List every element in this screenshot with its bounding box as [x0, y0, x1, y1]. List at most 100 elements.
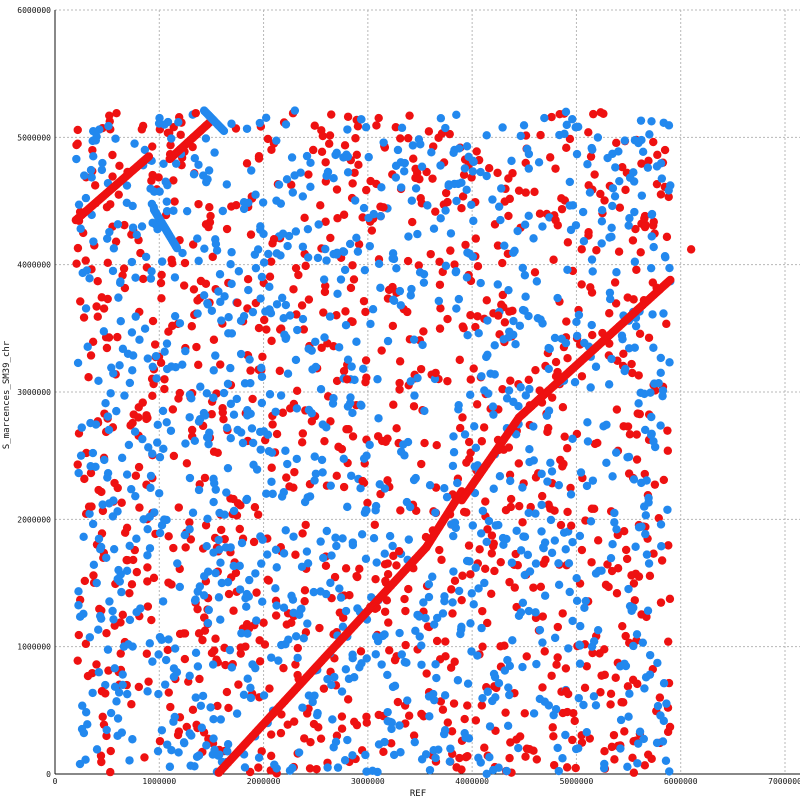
data-point	[246, 230, 256, 239]
data-point	[664, 637, 673, 646]
data-point	[607, 566, 617, 576]
data-point	[193, 604, 202, 614]
data-point	[384, 618, 393, 627]
data-point	[340, 756, 350, 765]
data-point	[157, 726, 167, 735]
data-point	[306, 182, 315, 191]
data-point	[237, 629, 246, 638]
data-point	[597, 239, 606, 248]
data-point	[343, 695, 353, 704]
data-point	[319, 275, 329, 284]
data-point	[322, 256, 331, 265]
data-point	[657, 542, 666, 551]
data-point	[234, 680, 243, 689]
data-point	[423, 201, 432, 210]
data-point	[450, 260, 459, 269]
data-point	[565, 201, 574, 210]
data-point	[532, 755, 542, 764]
data-point	[227, 329, 237, 338]
data-point	[383, 336, 393, 346]
data-point	[281, 640, 290, 649]
data-point	[131, 471, 141, 480]
data-point	[123, 349, 133, 358]
data-point	[611, 163, 620, 172]
data-point	[153, 746, 163, 756]
data-point	[512, 526, 521, 535]
data-point	[98, 712, 107, 721]
data-point	[664, 192, 673, 202]
data-point	[520, 570, 530, 580]
data-point	[503, 721, 513, 731]
data-point	[295, 610, 304, 620]
data-point	[213, 701, 222, 711]
data-point	[326, 233, 335, 243]
data-point	[481, 564, 490, 574]
data-point	[409, 402, 419, 411]
data-point	[618, 334, 627, 344]
data-point	[619, 349, 628, 358]
data-point	[407, 196, 417, 205]
data-point	[551, 215, 560, 225]
data-point	[588, 648, 597, 658]
data-point	[482, 769, 491, 779]
data-point	[602, 458, 611, 468]
data-point	[323, 167, 333, 177]
data-point	[623, 762, 632, 771]
data-point	[73, 460, 82, 469]
data-point	[94, 534, 104, 543]
data-point	[182, 459, 192, 468]
data-point	[490, 566, 499, 576]
data-point	[593, 133, 603, 142]
data-point	[214, 535, 223, 545]
data-point	[466, 570, 475, 579]
data-point	[204, 166, 214, 175]
data-point	[564, 559, 574, 568]
data-point	[424, 127, 434, 136]
data-point	[216, 615, 225, 624]
x-tick-labels: 0 1000000 2000000 3000000 4000000 5000000 6000…	[53, 777, 800, 786]
data-point	[380, 737, 389, 747]
data-point	[519, 532, 528, 541]
data-point	[350, 673, 359, 682]
data-point	[187, 425, 197, 435]
data-point	[226, 363, 235, 373]
data-point	[282, 175, 292, 184]
data-point	[467, 647, 476, 656]
data-point	[166, 426, 176, 435]
data-point	[431, 508, 440, 517]
data-point	[242, 124, 252, 133]
data-point	[629, 768, 639, 777]
data-point	[400, 594, 409, 604]
data-point	[339, 247, 349, 257]
data-point	[485, 753, 494, 762]
data-point	[532, 277, 542, 286]
data-point	[122, 523, 132, 533]
data-point	[76, 451, 86, 460]
data-point	[104, 499, 114, 508]
data-point	[612, 589, 622, 598]
data-point	[174, 748, 183, 757]
data-point	[605, 288, 615, 297]
y-tick-label: 3000000	[17, 388, 51, 397]
data-point	[368, 305, 378, 314]
data-point	[439, 729, 449, 739]
data-point	[402, 497, 412, 507]
data-point	[500, 241, 509, 250]
data-point	[399, 167, 409, 176]
data-point	[372, 121, 381, 130]
y-tick-label: 4000000	[17, 261, 51, 270]
data-point	[164, 635, 173, 644]
data-point	[271, 545, 281, 554]
data-point	[463, 701, 472, 710]
data-point	[417, 162, 427, 171]
data-point	[266, 751, 276, 761]
data-point	[607, 223, 616, 232]
data-point	[317, 147, 327, 156]
data-point	[348, 432, 358, 441]
data-point	[333, 763, 343, 772]
data-point	[249, 537, 259, 547]
data-point	[565, 177, 575, 187]
data-point	[223, 747, 232, 756]
data-point	[200, 473, 210, 483]
data-point	[419, 598, 428, 607]
